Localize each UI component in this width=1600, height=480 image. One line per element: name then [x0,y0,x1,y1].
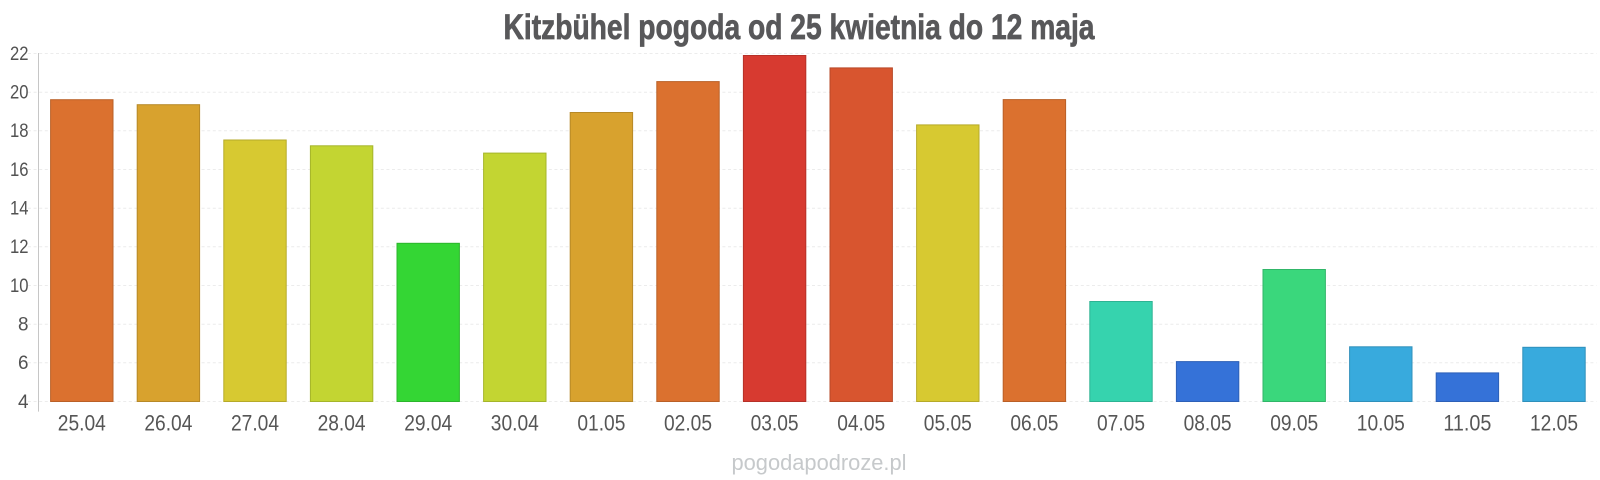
svg-text:02.05: 02.05 [664,411,712,436]
svg-text:12.05: 12.05 [1530,411,1578,436]
svg-text:27.04: 27.04 [231,411,279,436]
svg-text:Kitzbühel pogoda od 25 kwietni: Kitzbühel pogoda od 25 kwietnia do 12 ma… [504,7,1095,47]
svg-text:12: 12 [10,237,29,258]
svg-text:28.04: 28.04 [318,411,366,436]
svg-text:01.05: 01.05 [577,411,625,436]
svg-text:26.04: 26.04 [144,411,192,436]
svg-text:22: 22 [10,44,29,65]
svg-text:18: 18 [10,121,29,142]
svg-text:08.05: 08.05 [1184,411,1232,436]
svg-text:09.05: 09.05 [1270,411,1318,436]
svg-text:30.04: 30.04 [491,411,539,436]
svg-text:pogodapodroze.pl: pogodapodroze.pl [732,450,907,475]
svg-text:10: 10 [10,276,29,297]
svg-text:6: 6 [18,353,29,374]
svg-text:10.05: 10.05 [1357,411,1405,436]
svg-text:11.05: 11.05 [1443,411,1491,436]
svg-text:07.05: 07.05 [1097,411,1145,436]
svg-text:05.05: 05.05 [924,411,972,436]
svg-text:8: 8 [18,315,29,336]
svg-text:20: 20 [10,83,29,104]
svg-text:06.05: 06.05 [1010,411,1058,436]
svg-text:4: 4 [18,392,29,413]
svg-text:14: 14 [10,199,29,220]
svg-text:03.05: 03.05 [751,411,799,436]
svg-text:04.05: 04.05 [837,411,885,436]
svg-text:29.04: 29.04 [404,411,452,436]
svg-text:16: 16 [10,160,29,181]
svg-text:25.04: 25.04 [58,411,106,436]
